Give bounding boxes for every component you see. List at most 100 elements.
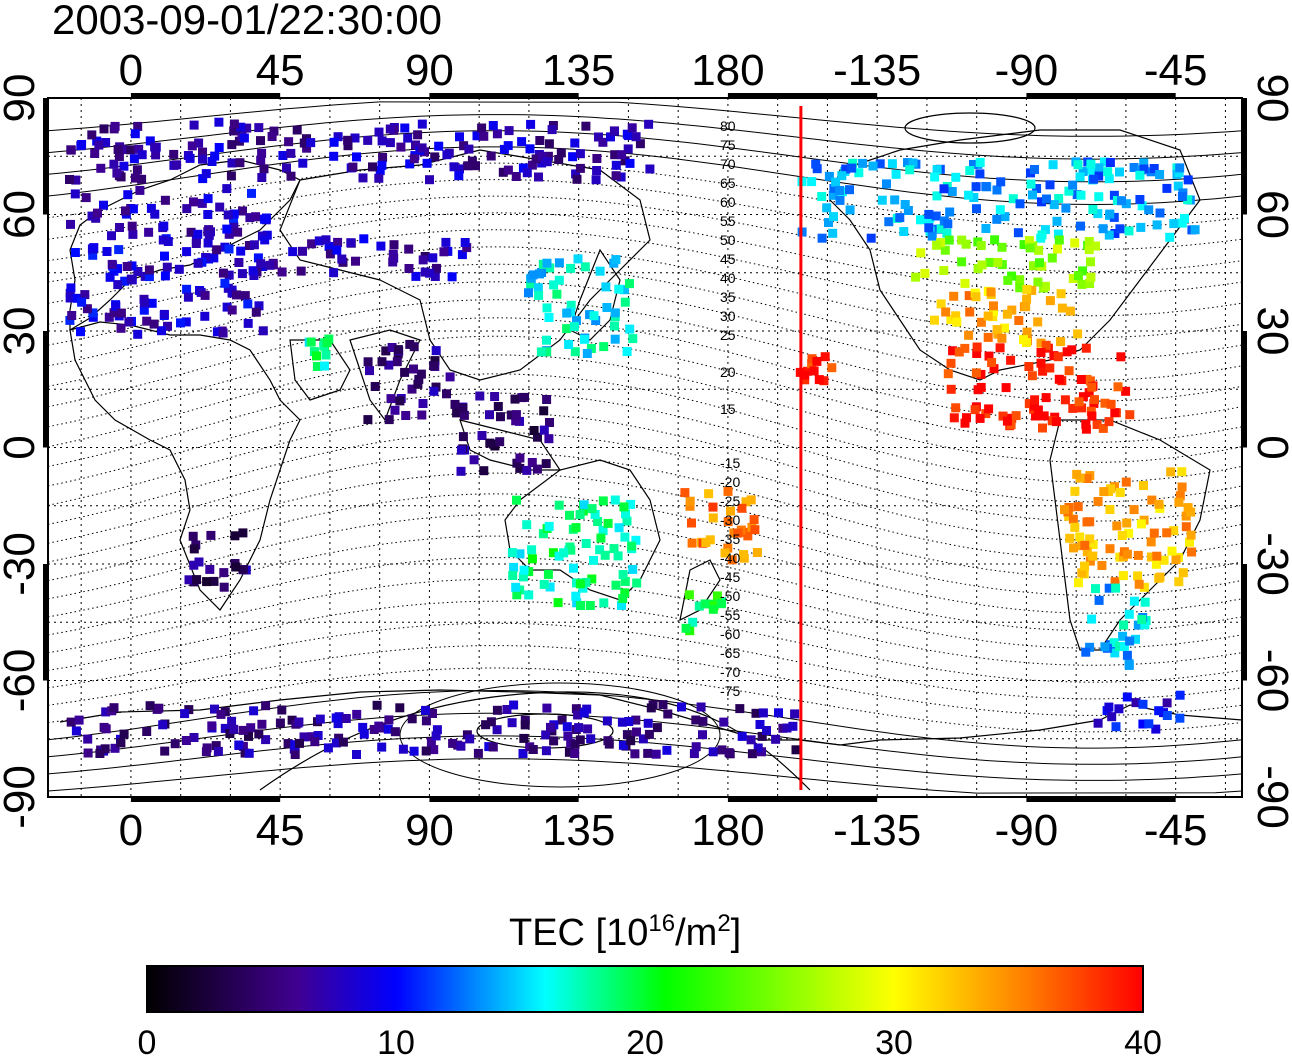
- contour-label: -50: [720, 588, 740, 604]
- tec-cell: [207, 157, 217, 166]
- tec-cell: [543, 151, 553, 161]
- tec-cell: [1186, 530, 1196, 540]
- tec-cell: [233, 227, 243, 237]
- tec-cell: [557, 715, 567, 725]
- tec-cell: [282, 163, 291, 173]
- tec-cell: [509, 562, 519, 572]
- tec-cell: [1177, 482, 1187, 492]
- tec-cell: [593, 517, 603, 526]
- tec-cell: [969, 160, 978, 169]
- tec-cell: [1154, 706, 1164, 716]
- tec-cell: [625, 324, 635, 334]
- tec-cell: [434, 141, 444, 151]
- tec-cell: [1062, 347, 1072, 357]
- tec-cell: [1053, 244, 1062, 254]
- colorbar: TEC [1016/m2] 0 10 20 30 40: [138, 910, 1162, 1057]
- tec-cell: [568, 152, 578, 162]
- tec-cell: [88, 308, 98, 318]
- tec-cell: [847, 163, 857, 173]
- tec-cell: [1076, 375, 1086, 384]
- tec-cell: [257, 148, 267, 158]
- tec-cell: [936, 224, 946, 234]
- tec-cell: [286, 171, 296, 181]
- tec-cell: [620, 588, 630, 598]
- tec-cell: [189, 197, 198, 207]
- tec-cell: [944, 235, 954, 245]
- tec-cell: [212, 245, 222, 255]
- tec-cell: [134, 144, 144, 154]
- tec-cell: [1113, 382, 1123, 392]
- tec-cell: [549, 736, 559, 746]
- tec-cell: [541, 459, 551, 469]
- tec-cell: [566, 545, 576, 555]
- tec-cell: [1171, 555, 1181, 565]
- tec-cell: [1065, 533, 1075, 543]
- tec-cell: [237, 269, 247, 279]
- tec-cell: [903, 206, 913, 215]
- tec-cell: [603, 518, 613, 528]
- frame-bar: [429, 797, 579, 802]
- contour-label: 60: [720, 194, 736, 210]
- tec-cell: [576, 601, 585, 610]
- tec-cell: [946, 315, 956, 325]
- tec-cell: [622, 347, 632, 356]
- tec-cell: [527, 545, 537, 555]
- tec-cell: [544, 434, 554, 444]
- tec-cell: [93, 208, 102, 218]
- tec-cell: [162, 262, 172, 272]
- tec-cell: [948, 346, 958, 356]
- tec-cell: [771, 734, 781, 744]
- tec-cell: [385, 124, 395, 134]
- tec-cell: [992, 325, 1002, 335]
- tec-cell: [359, 234, 369, 244]
- tec-cell: [387, 343, 397, 352]
- tec-cell: [538, 529, 548, 539]
- tec-cell: [429, 745, 439, 755]
- tec-cell: [259, 164, 269, 174]
- tec-cell: [573, 710, 583, 720]
- tec-cell: [1000, 323, 1010, 333]
- tec-cell: [1057, 303, 1067, 313]
- tec-cell: [100, 744, 110, 754]
- tec-cell: [735, 704, 745, 714]
- tec-cell: [552, 289, 562, 299]
- tec-cell: [712, 591, 722, 601]
- tec-cell: [214, 117, 224, 127]
- frame-bar: [1242, 98, 1247, 215]
- tec-cell: [481, 720, 491, 730]
- tec-cell: [333, 237, 343, 247]
- tec-cell: [160, 271, 170, 281]
- tec-cell: [791, 745, 801, 755]
- tec-cell: [1110, 577, 1120, 587]
- tec-cell: [1000, 212, 1010, 222]
- magnetic-latitude-contour: [48, 317, 1242, 423]
- lat-tick-label: 0: [0, 435, 44, 459]
- tec-cell: [719, 717, 729, 727]
- tec-cell: [230, 531, 240, 541]
- tec-cell: [1133, 620, 1143, 630]
- tec-cell: [623, 144, 633, 154]
- tec-cell: [496, 412, 505, 422]
- tec-cell: [398, 744, 408, 754]
- contour-label: -30: [720, 512, 740, 528]
- tec-cell: [101, 724, 111, 734]
- tec-cell: [997, 260, 1007, 270]
- tec-cell: [65, 175, 74, 184]
- tec-cell: [395, 703, 405, 713]
- tec-cell: [613, 551, 623, 561]
- tec-cell: [828, 228, 838, 238]
- tec-cell: [517, 137, 527, 147]
- tec-cell: [383, 724, 393, 734]
- tec-cell: [631, 132, 641, 142]
- tec-cell: [556, 148, 566, 158]
- tec-cell: [390, 405, 400, 415]
- tec-cell: [1070, 486, 1080, 496]
- tec-cell: [209, 576, 219, 586]
- tec-cell: [981, 409, 991, 419]
- tec-cell: [547, 125, 557, 135]
- tec-cell: [65, 293, 75, 303]
- tec-cell: [965, 307, 975, 317]
- tec-cell: [1094, 163, 1104, 173]
- lon-tick-label: -90: [995, 806, 1059, 855]
- tec-cell: [1024, 399, 1034, 409]
